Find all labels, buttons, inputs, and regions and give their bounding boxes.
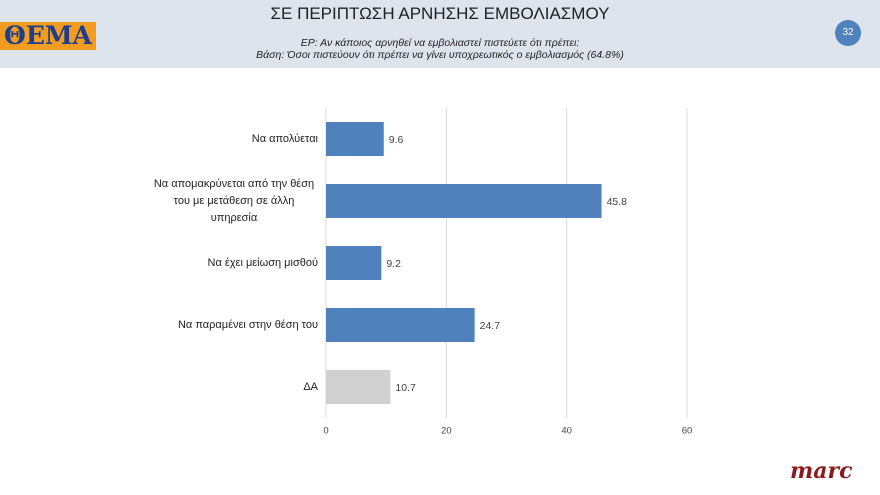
bar [326,122,384,156]
value-label: 45.8 [607,196,628,208]
category-label-box: Να απομακρύνεται από την θέση του με μετ… [0,171,318,231]
category-label-box: Να έχει μείωση μισθού [0,233,319,293]
x-tick-label: 40 [561,426,572,437]
footer-logo: marc [790,458,853,484]
value-label: 9.6 [389,134,404,146]
x-tick-label: 60 [682,426,693,437]
category-label-box: Να απολύεται [0,109,318,169]
x-tick-label: 0 [323,426,328,437]
category-label-box: Να παραμένει στην θέση του [0,295,318,355]
logo: ΘΕΜΑ [0,22,96,50]
value-label: 24.7 [480,320,501,332]
bar [326,246,382,280]
bar [326,308,475,342]
category-label: Να έχει μείωση μισθού [207,256,319,269]
header-band [0,0,880,68]
category-label: Να παραμένει στην θέση του [177,318,318,331]
category-label: Να απομακρύνεται από την θέση του με μετ… [153,177,315,224]
subtitle: ΕΡ: Αν κάποιος αρνηθεί να εμβολιαστεί πι… [300,37,580,49]
chart-title: ΣΕ ΠΕΡΙΠΤΩΣΗ ΑΡΝΗΣΗΣ ΕΜΒΟΛΙΑΣΜΟΥ [270,4,610,23]
category-label: Να απολύεται [251,132,318,145]
category-label: ΔΑ [303,380,318,393]
page-number: 32 [835,20,861,46]
value-label: 10.7 [395,382,416,394]
bar [326,370,391,404]
value-label: 9.2 [386,258,401,270]
subtitle: Βάση: Όσοι πιστεύουν ότι πρέπει να γίνει… [256,49,624,61]
x-tick-label: 20 [441,426,452,437]
bar [326,184,602,218]
category-label-box: ΔΑ [0,357,318,417]
